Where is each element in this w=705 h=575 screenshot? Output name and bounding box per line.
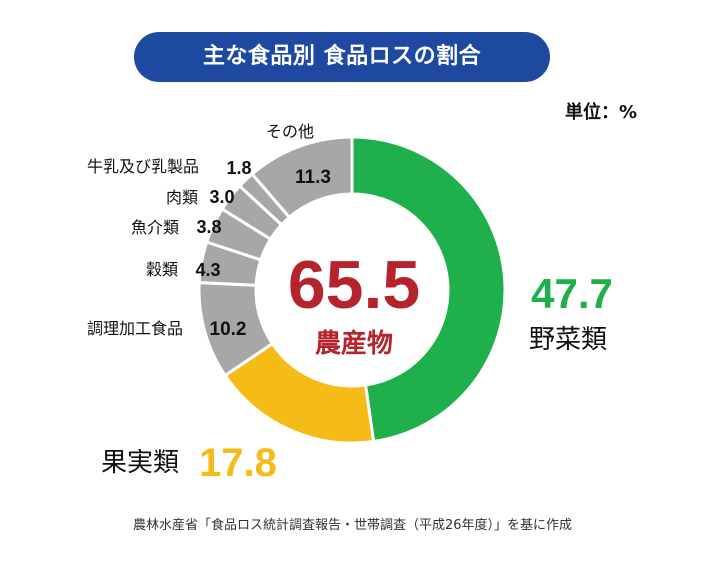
label-other-value: 11.3 <box>295 167 331 188</box>
label-meat-value: 3.0 <box>209 187 234 207</box>
center-value: 65.5 <box>288 247 420 323</box>
source-note: 農林水産省「食品ロス統計調査報告・世帯調査（平成26年度）」を基に作成 <box>132 518 573 533</box>
center-label: 農産物 <box>315 328 393 359</box>
unit-label: 単位：% <box>564 102 637 123</box>
slice-other <box>250 135 354 220</box>
label-grains-name: 穀類 <box>146 260 178 279</box>
label-fruits-name: 果実類 <box>101 448 179 478</box>
label-vegetables-name: 野菜類 <box>529 325 607 355</box>
chart-title: 主な食品別 食品ロスの割合 <box>134 32 550 82</box>
slice-vegetables <box>350 135 507 444</box>
label-vegetables-value: 47.7 <box>531 270 613 317</box>
label-processed-name: 調理加工食品 <box>87 319 183 338</box>
label-fruits-value: 17.8 <box>199 441 277 485</box>
label-dairy-name: 牛乳及び乳製品 <box>87 157 199 176</box>
label-fish-value: 3.8 <box>196 217 221 237</box>
label-processed-value: 10.2 <box>210 319 247 340</box>
label-dairy-value: 1.8 <box>226 158 251 178</box>
label-grains-value: 4.3 <box>195 260 220 280</box>
label-meat-name: 肉類 <box>166 188 198 207</box>
donut-slices <box>197 135 507 445</box>
label-fish-name: 魚介類 <box>131 218 179 237</box>
label-other-name: その他 <box>266 122 314 141</box>
